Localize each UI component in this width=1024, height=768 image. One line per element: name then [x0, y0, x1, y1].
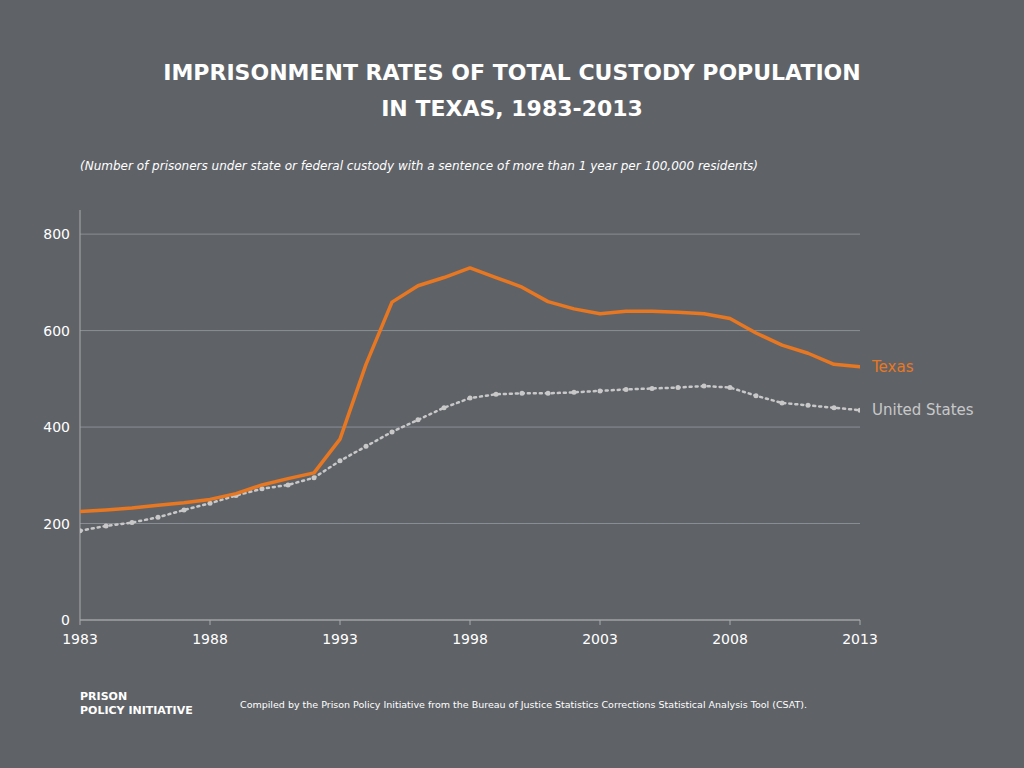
x-tick-label: 1983	[62, 631, 98, 647]
series-marker	[806, 403, 811, 408]
series-marker	[624, 387, 629, 392]
series-marker	[130, 520, 135, 525]
series-marker	[182, 508, 187, 513]
series-marker	[338, 458, 343, 463]
background	[0, 0, 1024, 768]
x-tick-label: 2008	[712, 631, 748, 647]
series-marker	[312, 475, 317, 480]
y-tick-label: 200	[43, 516, 70, 532]
series-marker	[468, 396, 473, 401]
series-marker	[364, 444, 369, 449]
y-tick-label: 0	[61, 612, 70, 628]
x-tick-label: 2003	[582, 631, 618, 647]
x-tick	[860, 620, 861, 625]
series-marker	[702, 384, 707, 389]
series-marker	[754, 393, 759, 398]
footer-logo: PRISON	[80, 690, 127, 703]
chart: IMPRISONMENT RATES OF TOTAL CUSTODY POPU…	[0, 0, 1024, 768]
grid-line	[80, 427, 860, 428]
series-marker	[416, 417, 421, 422]
x-tick-label: 2013	[842, 631, 878, 647]
y-tick-label: 400	[43, 419, 70, 435]
subtitle: (Number of prisoners under state or fede…	[80, 159, 758, 173]
series-marker	[572, 390, 577, 395]
series-marker	[390, 429, 395, 434]
series-marker	[286, 482, 291, 487]
series-marker	[494, 392, 499, 397]
series-label: Texas	[871, 358, 914, 376]
series-marker	[676, 385, 681, 390]
series-marker	[156, 515, 161, 520]
x-tick	[340, 620, 341, 625]
x-tick-label: 1993	[322, 631, 358, 647]
x-tick	[80, 620, 81, 625]
y-axis-line	[80, 210, 81, 620]
grid-line	[80, 523, 860, 524]
series-marker	[858, 408, 861, 413]
title: IN TEXAS, 1983-2013	[381, 96, 643, 121]
x-tick-label: 1998	[452, 631, 488, 647]
x-tick	[210, 620, 211, 625]
plot-area	[80, 268, 860, 533]
series-marker	[832, 405, 837, 410]
y-tick-label: 600	[43, 323, 70, 339]
series-marker	[728, 385, 733, 390]
series-marker	[208, 501, 213, 506]
series-marker	[650, 386, 655, 391]
x-tick	[470, 620, 471, 625]
x-tick	[730, 620, 731, 625]
x-tick	[600, 620, 601, 625]
grid	[80, 234, 860, 620]
series-label: United States	[872, 401, 974, 419]
grid-line	[80, 330, 860, 331]
footer-text: Compiled by the Prison Policy Initiative…	[240, 699, 807, 710]
y-tick-label: 800	[43, 226, 70, 242]
series-marker	[442, 405, 447, 410]
series-marker	[780, 400, 785, 405]
series-marker	[80, 528, 83, 533]
footer-logo: POLICY INITIATIVE	[80, 704, 193, 717]
series-marker	[104, 523, 109, 528]
grid-line	[80, 234, 860, 235]
series-marker	[598, 388, 603, 393]
series-marker	[520, 391, 525, 396]
title: IMPRISONMENT RATES OF TOTAL CUSTODY POPU…	[163, 60, 860, 85]
series-marker	[546, 391, 551, 396]
series-line	[80, 268, 860, 512]
x-tick-label: 1988	[192, 631, 228, 647]
series-line	[80, 386, 860, 531]
